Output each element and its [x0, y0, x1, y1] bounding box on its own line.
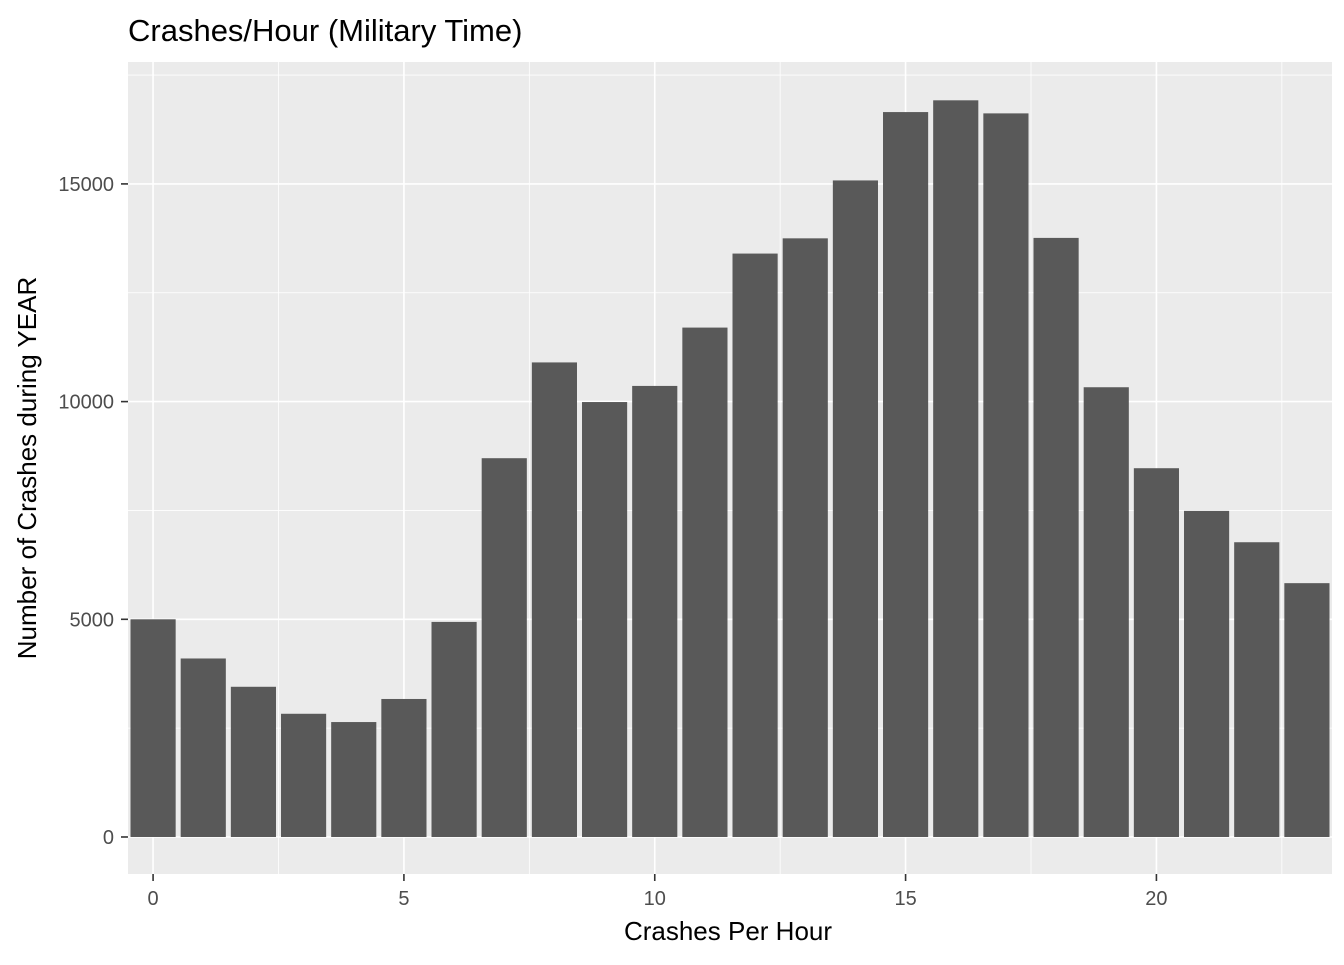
bar-hour-5 — [381, 698, 427, 837]
bar-hour-10 — [632, 385, 678, 837]
grid-lines — [128, 62, 1332, 874]
bar-hour-12 — [732, 253, 778, 837]
x-tick-label: 0 — [148, 888, 159, 910]
bar-hour-9 — [582, 402, 628, 837]
axes: 0 5000 10000 15000 0 5 10 15 20 — [58, 174, 1167, 910]
bar-hour-2 — [230, 686, 276, 837]
bar-hour-15 — [883, 112, 929, 837]
bar-hour-11 — [682, 327, 728, 837]
bar-hour-18 — [1033, 237, 1079, 837]
bar-hour-19 — [1083, 387, 1129, 837]
bar-hour-6 — [431, 621, 477, 837]
bars — [130, 100, 1330, 837]
bar-hour-7 — [481, 458, 527, 837]
bar-hour-1 — [180, 658, 226, 837]
y-tick-label: 10000 — [58, 392, 114, 414]
plot-panel — [128, 62, 1332, 874]
bar-hour-23 — [1284, 583, 1330, 837]
bar-hour-8 — [531, 362, 577, 837]
y-tick-label: 15000 — [58, 174, 114, 196]
x-tick-label: 10 — [644, 888, 666, 910]
bar-hour-22 — [1234, 542, 1280, 837]
bar-hour-20 — [1133, 468, 1179, 837]
bar-hour-3 — [281, 713, 327, 837]
x-tick-label: 5 — [398, 888, 409, 910]
bar-hour-21 — [1184, 510, 1230, 837]
bar-hour-0 — [130, 619, 176, 837]
y-tick-label: 0 — [103, 827, 114, 849]
y-tick-label: 5000 — [70, 609, 115, 631]
bar-hour-17 — [983, 113, 1029, 837]
bar-hour-14 — [832, 180, 878, 837]
x-tick-label: 15 — [894, 888, 916, 910]
chart-title: Crashes/Hour (Military Time) — [128, 13, 522, 48]
x-tick-label: 20 — [1145, 888, 1167, 910]
x-axis-title: Crashes Per Hour — [624, 916, 832, 946]
y-axis-title: Number of Crashes during YEAR — [12, 277, 42, 659]
bar-hour-13 — [782, 238, 828, 837]
bar-hour-16 — [933, 100, 979, 837]
bar-hour-4 — [331, 722, 377, 837]
